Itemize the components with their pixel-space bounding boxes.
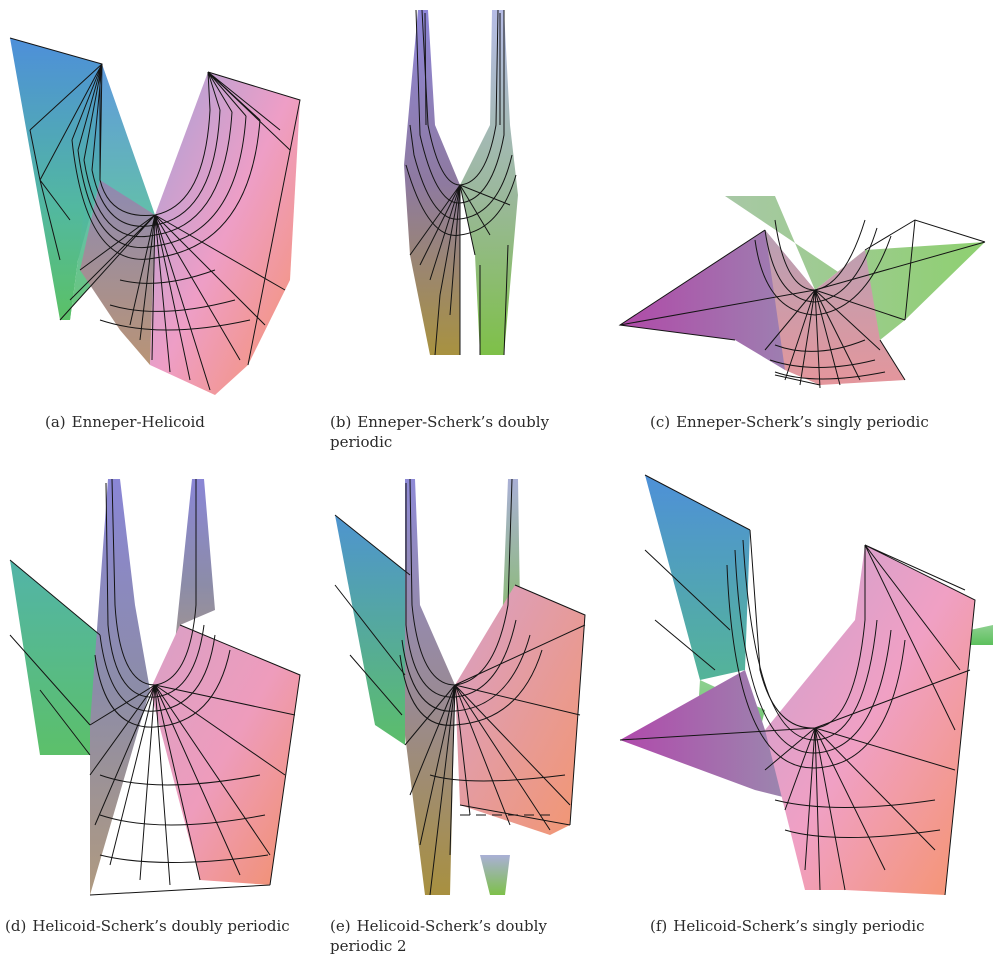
enneper-helicoid-surface [9, 37, 301, 395]
caption-a-label: (a) [45, 413, 66, 431]
caption-d: (d) Helicoid-Scherk’s doubly periodic [5, 916, 310, 936]
caption-f-label: (f) [650, 917, 668, 935]
caption-e: (e) Helicoid-Scherk’s doubly periodic 2 [330, 916, 605, 956]
caption-c-label: (c) [650, 413, 671, 431]
caption-c-text: Enneper-Scherk’s singly periodic [676, 413, 929, 431]
caption-a: (a) Enneper-Helicoid [45, 412, 295, 432]
caption-f-text: Helicoid-Scherk’s singly periodic [673, 917, 925, 935]
figure-c [615, 190, 990, 395]
caption-b: (b) Enneper-Scherk’s doubly periodic [330, 412, 605, 452]
helicoid-scherk-doubly-2-surface [334, 478, 586, 896]
caption-c: (c) Enneper-Scherk’s singly periodic [650, 412, 990, 432]
caption-d-text: Helicoid-Scherk’s doubly periodic [32, 917, 290, 935]
figure-f [615, 470, 994, 900]
figure-e [330, 475, 600, 905]
caption-e-text: Helicoid-Scherk’s doubly periodic 2 [330, 917, 547, 955]
enneper-scherk-doubly-surface [404, 9, 518, 356]
figure-a [0, 20, 320, 400]
caption-b-label: (b) [330, 413, 352, 431]
caption-d-label: (d) [5, 917, 27, 935]
helicoid-scherk-singly-surface [619, 474, 993, 896]
figure-d [0, 475, 320, 900]
caption-a-text: Enneper-Helicoid [71, 413, 205, 431]
helicoid-scherk-doubly-surface [9, 478, 301, 896]
enneper-scherk-singly-surface [618, 196, 986, 389]
caption-e-label: (e) [330, 917, 351, 935]
caption-b-text: Enneper-Scherk’s doubly periodic [330, 413, 550, 451]
caption-f: (f) Helicoid-Scherk’s singly periodic [650, 916, 990, 936]
figure-b [380, 5, 560, 365]
